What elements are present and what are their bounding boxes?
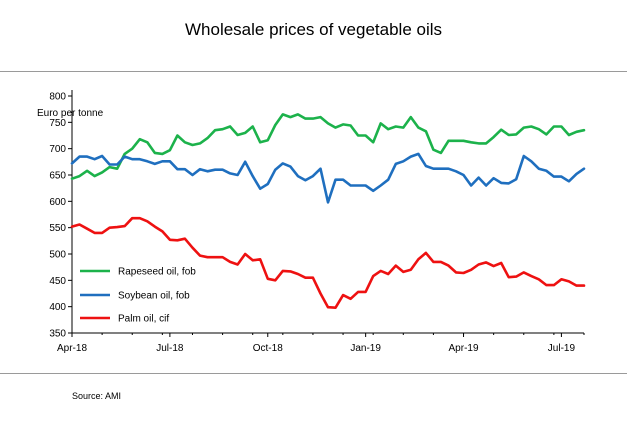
series-lines bbox=[70, 113, 586, 310]
y-tick-label: 550 bbox=[49, 223, 66, 234]
y-tick-label: 350 bbox=[49, 329, 66, 340]
y-tick-label: 400 bbox=[49, 302, 66, 313]
bottom-divider bbox=[0, 373, 627, 374]
y-axis-label: Euro per tonne bbox=[37, 108, 104, 119]
y-tick-label: 750 bbox=[49, 118, 66, 129]
x-tick-label: Apr-18 bbox=[57, 343, 87, 354]
x-tick-label: Jan-19 bbox=[350, 343, 381, 354]
series-line-1 bbox=[70, 152, 586, 204]
y-tick-label: 450 bbox=[49, 276, 66, 287]
top-divider bbox=[0, 71, 627, 72]
chart-axes: 350 400 450 500 550 600 650 700 750 800 Apr-18 Jul-… bbox=[49, 90, 585, 354]
y-tick-label: 500 bbox=[49, 250, 66, 261]
x-tick-label: Oct-18 bbox=[253, 343, 283, 354]
x-tick-label: Jul-19 bbox=[548, 343, 576, 354]
y-tick-label: 800 bbox=[49, 92, 66, 103]
y-tick-label: 650 bbox=[49, 171, 66, 182]
y-tick-label: 700 bbox=[49, 144, 66, 155]
legend-label-1: Soybean oil, fob bbox=[118, 291, 190, 302]
x-tick-label: Jul-18 bbox=[156, 343, 184, 354]
chart-legend: Rapeseed oil, fob Soybean oil, fob Palm oi… bbox=[80, 267, 196, 325]
chart-title: Wholesale prices of vegetable oils bbox=[184, 20, 443, 39]
series-line-0 bbox=[70, 113, 586, 180]
x-tick-label: Apr-19 bbox=[449, 343, 479, 354]
legend-label-0: Rapeseed oil, fob bbox=[118, 267, 196, 278]
series-line-2 bbox=[70, 216, 586, 310]
legend-label-2: Palm oil, cif bbox=[118, 314, 169, 325]
source-note: Source: AMI bbox=[72, 391, 122, 401]
y-tick-label: 600 bbox=[49, 197, 66, 208]
